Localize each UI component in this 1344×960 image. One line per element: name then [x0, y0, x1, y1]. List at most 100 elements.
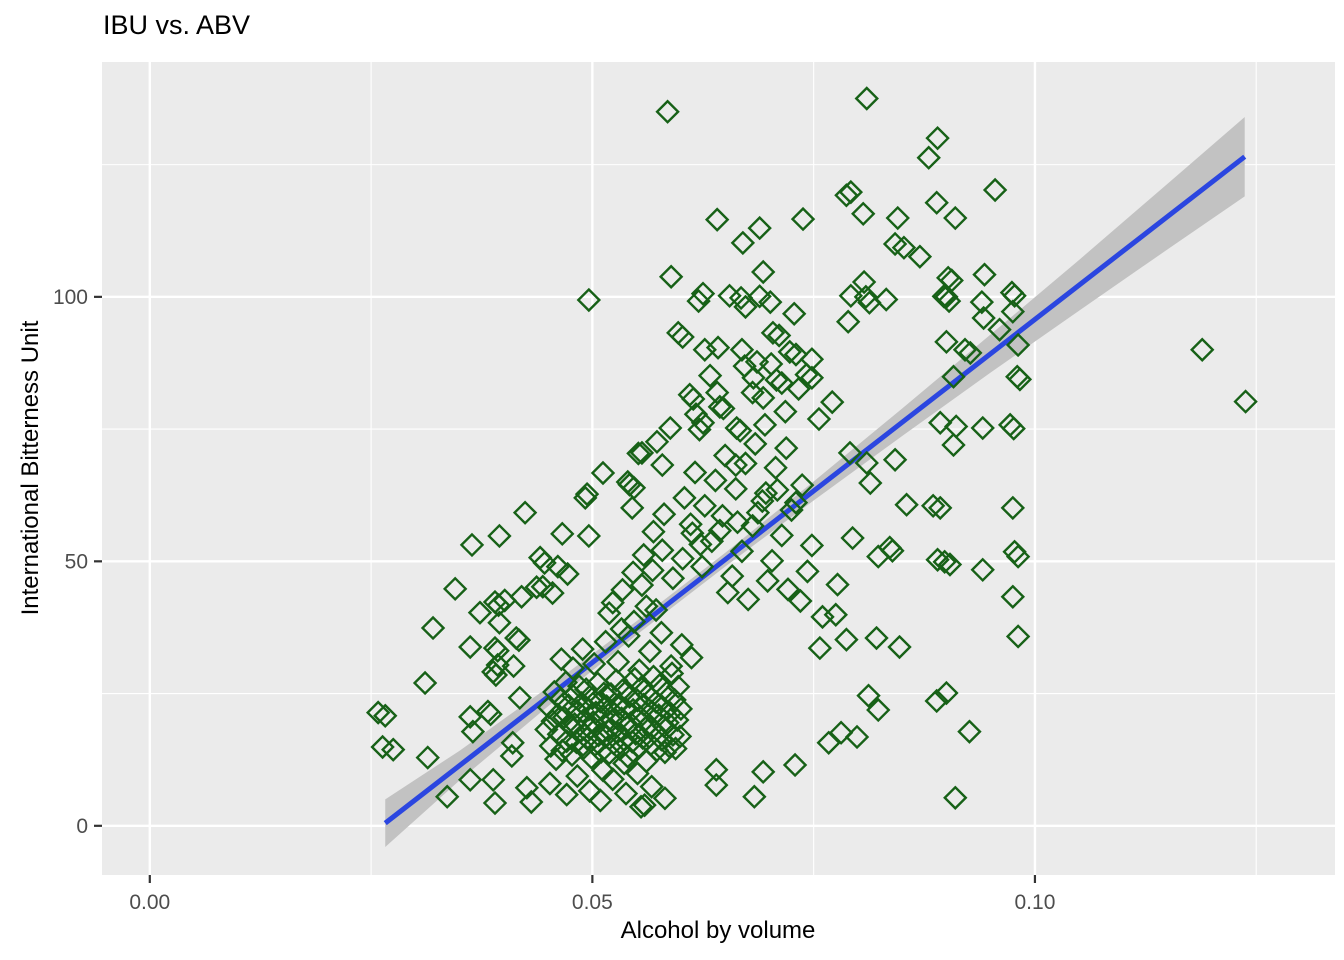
data-point: [783, 342, 809, 367]
data-point: [565, 763, 590, 789]
data-point: [729, 539, 755, 564]
data-point: [866, 697, 891, 723]
data-point: [799, 533, 825, 558]
svg-text:0.10: 0.10: [1015, 891, 1056, 914]
y-tick-labels: 0 50 100: [53, 286, 88, 838]
svg-text:0: 0: [76, 815, 88, 838]
data-point: [625, 688, 650, 713]
data-point: [943, 785, 968, 810]
data-point: [458, 704, 483, 730]
data-point: [458, 767, 483, 792]
data-point: [928, 495, 953, 521]
data-point: [725, 509, 750, 535]
data-point: [483, 662, 509, 688]
data-point: [854, 86, 879, 111]
data-point: [704, 772, 729, 798]
data-point: [970, 415, 995, 441]
data-point: [667, 724, 693, 749]
data-point: [733, 451, 758, 476]
data-point: [853, 284, 879, 310]
data-point: [590, 460, 616, 486]
data-point: [467, 600, 493, 625]
data-point: [487, 610, 512, 635]
data-point: [615, 469, 640, 495]
grid-minor: [102, 62, 1335, 875]
data-point: [644, 429, 670, 454]
data-point: [907, 244, 933, 269]
data-point: [707, 394, 733, 420]
data-point: [554, 782, 579, 807]
y-axis-title: International Bitterness Unit: [17, 320, 44, 616]
data-point: [759, 548, 785, 573]
data-point: [365, 700, 391, 725]
data-point: [934, 680, 959, 706]
data-point: [728, 285, 754, 311]
data-point: [632, 792, 657, 818]
svg-text:50: 50: [65, 550, 88, 573]
data-point: [605, 649, 631, 675]
data-point: [660, 566, 686, 591]
svg-text:0.00: 0.00: [129, 891, 170, 914]
data-point: [1005, 332, 1031, 358]
data-point: [625, 761, 650, 786]
data-point: [854, 450, 879, 476]
x-tick-labels: 0.00 0.05 0.10: [129, 891, 1055, 914]
data-point: [958, 340, 983, 366]
data-point: [851, 201, 876, 227]
data-point: [834, 183, 859, 208]
axis-ticks: [94, 295, 1037, 883]
data-point: [769, 523, 794, 548]
data-point: [764, 367, 789, 393]
data-point: [690, 410, 716, 435]
data-point: [894, 492, 919, 517]
data-point: [704, 757, 729, 782]
data-point: [581, 651, 607, 677]
data-point: [758, 351, 784, 377]
data-point: [629, 440, 655, 466]
data-point: [499, 743, 525, 769]
data-point: [478, 702, 503, 727]
data-point: [621, 609, 647, 634]
data-point: [1000, 299, 1026, 324]
data-point: [604, 668, 629, 693]
data-point: [600, 767, 625, 792]
points-layer: [365, 86, 1258, 819]
data-point: [856, 683, 881, 708]
data-point: [982, 177, 1008, 203]
data-point: [723, 476, 748, 502]
data-point: [652, 786, 678, 811]
data-point: [753, 480, 779, 506]
data-point: [972, 262, 997, 287]
data-point: [500, 730, 525, 755]
data-point: [971, 305, 996, 331]
data-point: [532, 550, 557, 576]
data-point: [690, 281, 716, 306]
data-point: [641, 519, 666, 544]
data-point: [530, 574, 555, 599]
data-point: [668, 696, 694, 722]
data-point: [678, 512, 703, 537]
data-point: [887, 634, 912, 660]
data-point: [752, 412, 778, 438]
data-point: [687, 417, 712, 442]
data-point: [442, 576, 468, 602]
data-point: [769, 370, 794, 396]
data-point: [782, 752, 808, 778]
data-point: [573, 677, 599, 702]
data-point: [682, 460, 708, 485]
data-point: [593, 629, 618, 654]
data-point: [640, 558, 665, 583]
data-point: [574, 481, 600, 507]
data-point: [838, 283, 864, 308]
data-point: [537, 771, 563, 796]
data-point: [743, 431, 768, 457]
data-point: [485, 652, 510, 678]
data-point: [864, 625, 889, 651]
data-point: [482, 790, 508, 816]
data-point: [655, 99, 680, 124]
data-point: [683, 402, 709, 427]
data-point: [612, 751, 637, 776]
data-point: [730, 230, 756, 256]
data-point: [788, 588, 813, 614]
